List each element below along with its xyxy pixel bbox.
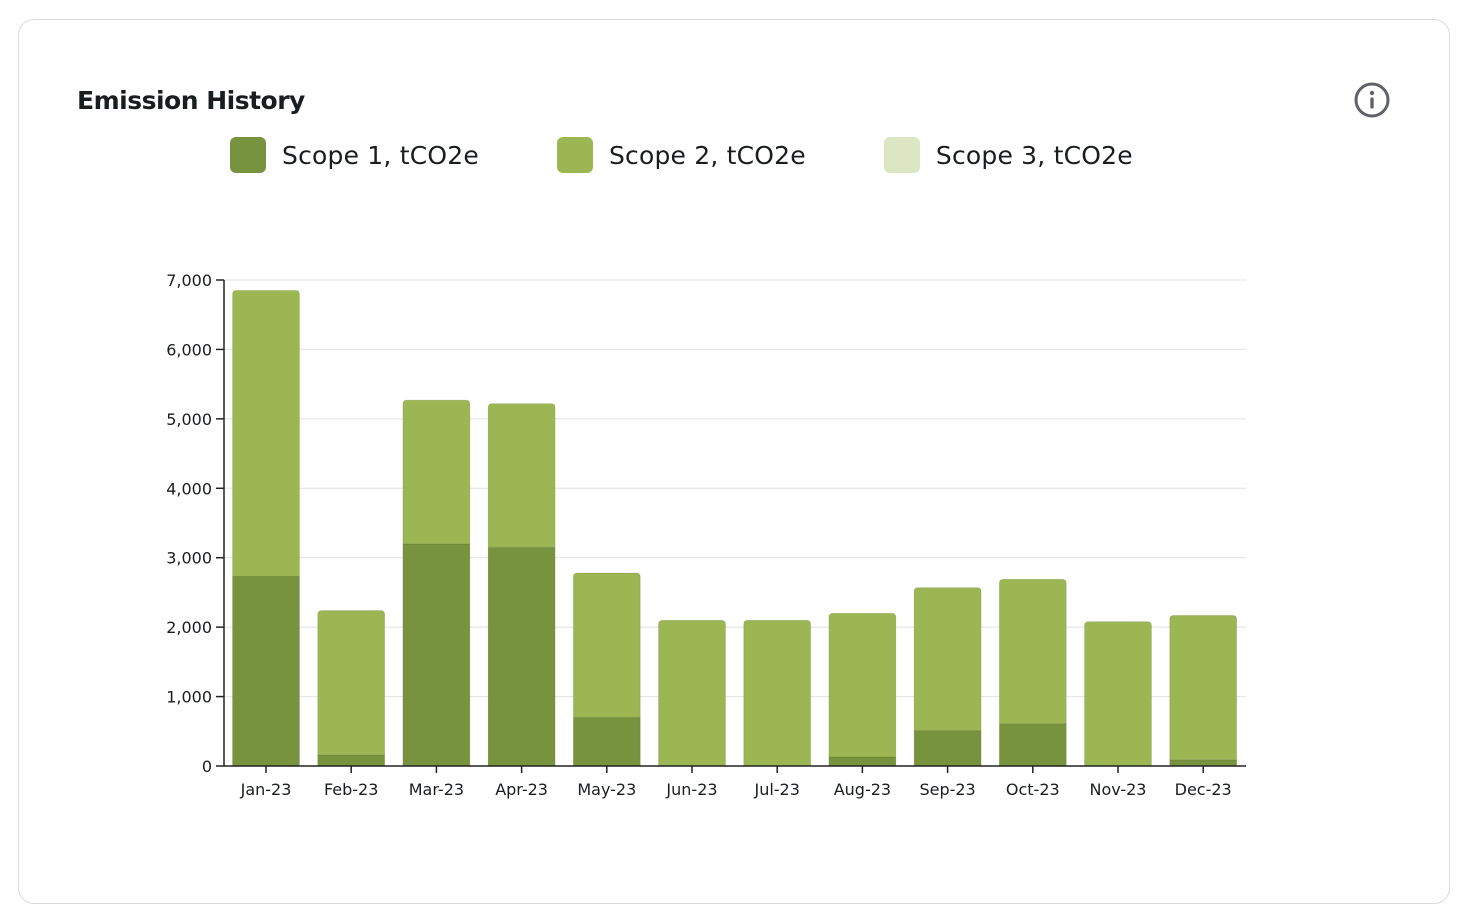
info-icon[interactable] bbox=[1354, 82, 1390, 118]
y-tick-label: 6,000 bbox=[166, 340, 212, 359]
bar-segment-scope1[interactable] bbox=[913, 730, 982, 767]
x-tick-label: May-23 bbox=[577, 780, 636, 799]
legend-swatch-scope2 bbox=[556, 137, 593, 173]
y-tick-label: 7,000 bbox=[166, 271, 212, 290]
x-tick-label: Dec-23 bbox=[1175, 780, 1232, 799]
legend-swatch-scope3 bbox=[883, 137, 920, 173]
bar-segment-scope2[interactable] bbox=[1084, 621, 1152, 767]
card-title: Emission History bbox=[77, 86, 305, 115]
y-tick-label: 1,000 bbox=[166, 688, 212, 707]
bar-segment-scope2[interactable] bbox=[658, 619, 726, 767]
legend-item-scope1[interactable]: Scope 1, tCO2e bbox=[230, 137, 479, 173]
bar-segment-scope1[interactable] bbox=[828, 756, 897, 767]
x-tick-label: Sep-23 bbox=[919, 780, 975, 799]
bar-segment-scope2[interactable] bbox=[487, 403, 556, 548]
bar-segment-scope1[interactable] bbox=[1169, 759, 1238, 767]
chart-legend: Scope 1, tCO2e Scope 2, tCO2e Scope 3, t… bbox=[230, 137, 1133, 173]
bar-segment-scope2[interactable] bbox=[828, 612, 897, 758]
y-tick-label: 2,000 bbox=[166, 618, 212, 637]
bar-segment-scope2[interactable] bbox=[743, 619, 812, 767]
legend-item-scope3[interactable]: Scope 3, tCO2e bbox=[883, 137, 1133, 173]
legend-label-scope2: Scope 2, tCO2e bbox=[608, 140, 806, 170]
bar-segment-scope2[interactable] bbox=[998, 578, 1067, 725]
legend-item-scope2[interactable]: Scope 2, tCO2e bbox=[556, 137, 806, 173]
y-tick-label: 5,000 bbox=[166, 410, 212, 429]
x-tick-label: Nov-23 bbox=[1090, 780, 1147, 799]
bar-segment-scope2[interactable] bbox=[572, 572, 641, 718]
bar-segment-scope2[interactable] bbox=[317, 609, 386, 756]
x-tick-label: Apr-23 bbox=[495, 780, 548, 799]
bar-segment-scope1[interactable] bbox=[232, 575, 300, 767]
bar-segment-scope2[interactable] bbox=[1169, 614, 1238, 761]
legend-label-scope1: Scope 1, tCO2e bbox=[282, 140, 479, 170]
y-tick-label: 3,000 bbox=[166, 549, 212, 568]
bar-segment-scope2[interactable] bbox=[913, 587, 982, 732]
x-tick-label: Jan-23 bbox=[240, 780, 292, 799]
legend-label-scope3: Scope 3, tCO2e bbox=[935, 140, 1133, 170]
bar-segment-scope1[interactable] bbox=[998, 723, 1067, 767]
bar-segment-scope2[interactable] bbox=[232, 289, 300, 577]
bar-segment-scope2[interactable] bbox=[402, 399, 471, 545]
bar-segment-scope1[interactable] bbox=[317, 754, 386, 767]
legend-swatch-scope1 bbox=[230, 137, 266, 173]
x-tick-label: Jun-23 bbox=[665, 780, 717, 799]
x-tick-label: Jul-23 bbox=[753, 780, 799, 799]
bar-segment-scope1[interactable] bbox=[572, 716, 641, 767]
x-tick-label: Mar-23 bbox=[409, 780, 464, 799]
bar-segment-scope1[interactable] bbox=[402, 543, 471, 767]
x-tick-label: Oct-23 bbox=[1006, 780, 1060, 799]
x-tick-label: Feb-23 bbox=[324, 780, 378, 799]
y-tick-label: 0 bbox=[202, 757, 212, 776]
y-tick-label: 4,000 bbox=[166, 479, 212, 498]
x-tick-label: Aug-23 bbox=[834, 780, 891, 799]
bar-segment-scope1[interactable] bbox=[487, 546, 556, 767]
